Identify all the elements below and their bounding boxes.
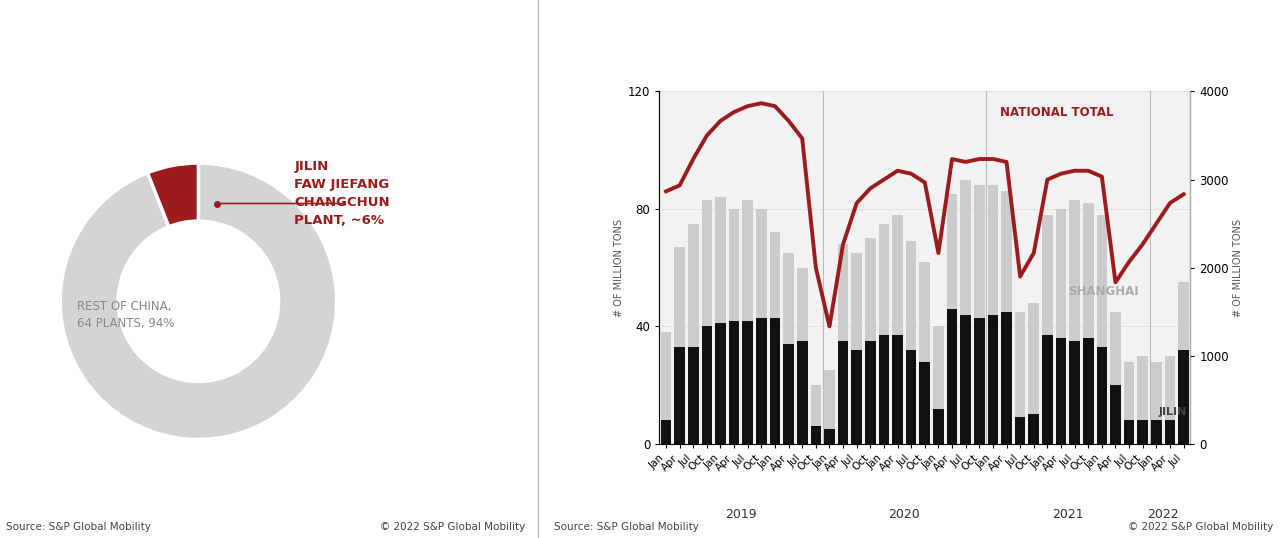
Bar xyxy=(1001,312,1011,444)
Bar xyxy=(756,209,767,444)
Bar xyxy=(1179,282,1189,444)
Bar xyxy=(1001,192,1011,444)
Bar xyxy=(1124,420,1134,444)
Bar xyxy=(974,186,984,444)
Bar xyxy=(838,244,849,444)
Bar xyxy=(838,341,849,444)
Bar xyxy=(687,224,699,444)
Bar xyxy=(947,194,957,444)
Bar xyxy=(1165,356,1175,444)
Bar xyxy=(851,350,861,444)
Bar xyxy=(1138,356,1148,444)
Bar xyxy=(716,197,726,444)
Bar xyxy=(1124,362,1134,444)
Bar xyxy=(797,267,808,444)
Bar xyxy=(892,335,902,444)
Bar xyxy=(1069,200,1080,444)
Bar xyxy=(892,215,902,444)
Bar xyxy=(810,426,822,444)
Bar xyxy=(1110,385,1121,444)
Bar xyxy=(1083,338,1093,444)
Text: 2021: 2021 xyxy=(1052,508,1084,521)
Bar xyxy=(947,309,957,444)
Bar xyxy=(960,180,972,444)
Bar xyxy=(1056,338,1066,444)
Bar xyxy=(675,347,685,444)
Bar xyxy=(1028,414,1039,444)
Bar xyxy=(933,327,943,444)
Text: Mainland China: monthly road freight tonnage: Mainland China: monthly road freight ton… xyxy=(562,30,1018,48)
Bar xyxy=(1138,420,1148,444)
Text: SHANGHAI: SHANGHAI xyxy=(1068,285,1138,298)
Bar xyxy=(824,429,835,444)
Y-axis label: # OF MILLION TONS: # OF MILLION TONS xyxy=(613,218,623,317)
Text: Source: S&P Global Mobility: Source: S&P Global Mobility xyxy=(6,521,151,532)
Bar xyxy=(919,262,931,444)
Bar xyxy=(769,232,781,444)
Bar xyxy=(933,409,943,444)
Text: Source: S&P Global Mobility: Source: S&P Global Mobility xyxy=(554,521,699,532)
Text: 2019: 2019 xyxy=(724,508,756,521)
Bar xyxy=(660,332,671,444)
Bar xyxy=(1042,335,1052,444)
Bar xyxy=(988,186,998,444)
Bar xyxy=(742,321,753,444)
Bar xyxy=(797,341,808,444)
Bar xyxy=(824,371,835,444)
Bar xyxy=(810,385,822,444)
Wedge shape xyxy=(60,163,337,440)
Wedge shape xyxy=(147,163,198,226)
Bar xyxy=(728,321,740,444)
Bar xyxy=(960,315,972,444)
Bar xyxy=(919,362,931,444)
Bar xyxy=(1028,303,1039,444)
Bar xyxy=(865,238,876,444)
Bar xyxy=(769,317,781,444)
Bar xyxy=(878,335,890,444)
Bar xyxy=(1151,420,1162,444)
Bar xyxy=(675,247,685,444)
Bar xyxy=(906,350,916,444)
Bar xyxy=(1083,203,1093,444)
Bar xyxy=(851,253,861,444)
Bar xyxy=(865,341,876,444)
Bar xyxy=(1097,347,1107,444)
Text: REST OF CHINA,
64 PLANTS, 94%: REST OF CHINA, 64 PLANTS, 94% xyxy=(77,300,174,330)
Bar xyxy=(783,253,794,444)
Text: © 2022 S&P Global Mobility: © 2022 S&P Global Mobility xyxy=(380,521,525,532)
Bar xyxy=(906,241,916,444)
Bar xyxy=(701,200,712,444)
Bar xyxy=(1015,312,1025,444)
Bar xyxy=(1165,420,1175,444)
Text: JILIN
FAW JIEFANG
CHANGCHUN
PLANT, ~6%: JILIN FAW JIEFANG CHANGCHUN PLANT, ~6% xyxy=(294,160,390,227)
Bar xyxy=(783,344,794,444)
Bar xyxy=(742,200,753,444)
Bar xyxy=(878,224,890,444)
Bar xyxy=(1179,350,1189,444)
Bar xyxy=(1042,215,1052,444)
Text: NATIONAL TOTAL: NATIONAL TOTAL xyxy=(1000,105,1114,118)
Bar xyxy=(716,323,726,444)
Bar xyxy=(1056,209,1066,444)
Bar xyxy=(687,347,699,444)
Text: © 2022 S&P Global Mobility: © 2022 S&P Global Mobility xyxy=(1129,521,1274,532)
Bar xyxy=(756,317,767,444)
Bar xyxy=(974,317,984,444)
Text: JILIN: JILIN xyxy=(1160,407,1188,416)
Text: Mainland China: >6T truck plant capacity
affected by 2022 pandemic lockdowns: Mainland China: >6T truck plant capacity… xyxy=(15,18,421,60)
Bar xyxy=(660,420,671,444)
Bar xyxy=(728,209,740,444)
Bar xyxy=(1151,362,1162,444)
Text: 2022: 2022 xyxy=(1147,508,1179,521)
Bar xyxy=(1069,341,1080,444)
Y-axis label: # OF MILLION TONS: # OF MILLION TONS xyxy=(1233,218,1243,317)
Bar xyxy=(1015,417,1025,444)
Bar xyxy=(988,315,998,444)
Bar xyxy=(701,327,712,444)
Bar xyxy=(1097,215,1107,444)
Bar xyxy=(1110,312,1121,444)
Text: 2020: 2020 xyxy=(888,508,920,521)
